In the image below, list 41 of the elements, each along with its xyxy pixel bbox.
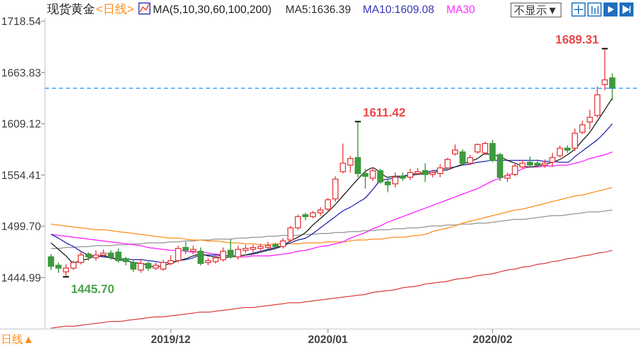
line-series [50, 250, 613, 329]
candlestick [586, 109, 593, 130]
chart-subtitle: <日线> [96, 2, 134, 16]
x-tick-label: 2020/02 [472, 334, 512, 346]
candlestick [466, 154, 474, 166]
candlestick [228, 238, 234, 260]
candlestick [145, 261, 152, 272]
candlestick [452, 144, 458, 156]
candlestick [138, 258, 144, 274]
chart-title: 现货黄金 [47, 2, 95, 16]
candlestick [422, 162, 428, 182]
candlestick [594, 86, 600, 118]
candlestick [392, 172, 398, 188]
candlestick [280, 238, 286, 249]
candlestick [609, 72, 616, 101]
candlestick [182, 241, 189, 255]
y-tick-label: 1499.70 [1, 221, 41, 234]
y-tick-label: 1609.12 [1, 118, 41, 131]
line-series [50, 210, 613, 249]
y-tick-label: 1554.41 [1, 170, 41, 182]
text: 日线▲ [1, 333, 34, 346]
candlestick [556, 144, 563, 158]
text: MA5:1636.39 [285, 4, 351, 16]
y-tick-label: 1663.83 [1, 67, 41, 80]
candlestick [460, 148, 466, 166]
annotation: 1689.31 [555, 32, 600, 47]
text: MA30 [446, 4, 476, 16]
x-tick-label: 2020/01 [308, 334, 348, 346]
x-tick-label: 2019/12 [150, 334, 191, 346]
dropdown: 不显示▼ [510, 2, 562, 18]
annotation: 1445.70 [70, 282, 115, 296]
annotation: 1611.42 [362, 106, 406, 120]
y-tick-label: 1444.99 [1, 272, 41, 284]
text: MA10:1609.08 [362, 4, 434, 16]
candlestick [370, 166, 376, 182]
candlestick [198, 247, 204, 266]
text: MA(5,10,30,60,100,200) [152, 4, 272, 16]
y-tick-label: 1718.54 [1, 16, 41, 28]
candlestick [130, 259, 136, 272]
candlestick [504, 172, 511, 182]
candlestick [602, 48, 608, 91]
